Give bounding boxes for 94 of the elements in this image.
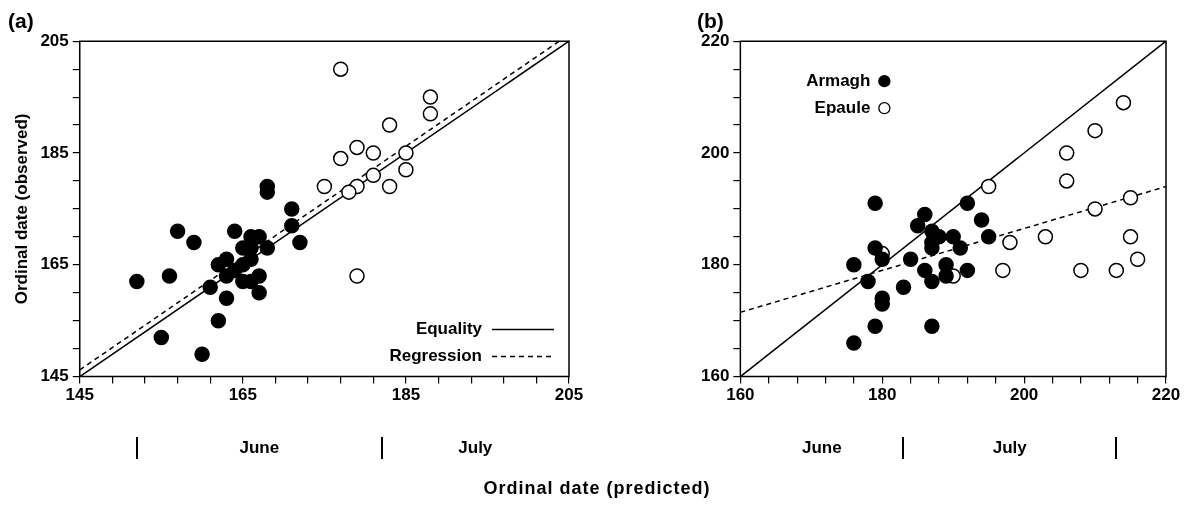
point bbox=[1073, 262, 1089, 279]
point bbox=[1122, 189, 1139, 206]
point bbox=[980, 178, 997, 195]
point bbox=[202, 279, 218, 295]
point bbox=[895, 279, 912, 295]
point bbox=[867, 318, 883, 335]
point bbox=[194, 346, 210, 362]
x-tick-label: 220 bbox=[1151, 385, 1181, 405]
point bbox=[422, 106, 439, 122]
y-tick-label: 180 bbox=[700, 254, 730, 274]
point bbox=[161, 268, 178, 284]
point bbox=[924, 273, 940, 290]
point bbox=[210, 312, 227, 329]
point bbox=[1122, 229, 1139, 245]
point bbox=[1115, 94, 1132, 111]
legend-label: Regression bbox=[389, 346, 482, 366]
point bbox=[867, 195, 883, 212]
text: July bbox=[992, 437, 1028, 457]
y-tick-label: 205 bbox=[40, 30, 69, 50]
point bbox=[1108, 262, 1125, 279]
point bbox=[243, 251, 259, 267]
chart-title: (a) bbox=[8, 9, 34, 33]
text: June bbox=[802, 437, 842, 457]
point bbox=[846, 335, 862, 351]
x-tick-label: 160 bbox=[726, 385, 755, 405]
y-tick-label: 165 bbox=[40, 254, 69, 274]
y-axis-title: Ordinal date (observed) bbox=[11, 113, 31, 305]
point bbox=[251, 285, 267, 301]
point bbox=[1058, 145, 1075, 161]
chart-title: (b) bbox=[697, 9, 724, 33]
x-axis-title: Ordinal date (predicted) bbox=[482, 478, 712, 499]
point bbox=[867, 240, 883, 256]
point bbox=[284, 217, 300, 234]
point bbox=[251, 268, 267, 284]
point bbox=[341, 184, 357, 200]
point bbox=[332, 150, 349, 167]
x-tick-label: 180 bbox=[868, 385, 897, 405]
legend-label: Epaule bbox=[814, 97, 871, 117]
point bbox=[874, 251, 890, 267]
point bbox=[316, 178, 333, 195]
point bbox=[980, 229, 997, 245]
point bbox=[349, 139, 365, 156]
point bbox=[995, 262, 1011, 279]
point bbox=[917, 262, 933, 279]
point bbox=[398, 145, 414, 161]
legend-label: Armagh bbox=[806, 70, 871, 90]
x-tick-label: 185 bbox=[391, 385, 421, 405]
point bbox=[1037, 229, 1054, 245]
point bbox=[129, 273, 145, 290]
y-tick-label: 200 bbox=[700, 142, 730, 162]
point bbox=[938, 268, 954, 284]
text: June bbox=[239, 437, 280, 457]
point bbox=[846, 257, 862, 273]
point bbox=[332, 61, 349, 77]
point bbox=[1002, 234, 1018, 251]
point bbox=[365, 145, 382, 161]
point bbox=[153, 329, 170, 346]
point bbox=[945, 229, 961, 245]
point bbox=[959, 262, 976, 279]
point bbox=[381, 178, 398, 195]
point bbox=[909, 217, 926, 234]
point bbox=[1129, 251, 1146, 267]
y-tick-label: 185 bbox=[40, 142, 69, 162]
point bbox=[292, 234, 308, 251]
point bbox=[902, 251, 919, 267]
legend-label: Equality bbox=[415, 319, 483, 339]
point bbox=[381, 117, 398, 133]
point bbox=[398, 162, 414, 178]
x-tick-label: 205 bbox=[554, 385, 584, 405]
text: July bbox=[458, 437, 493, 457]
x-tick-label: 165 bbox=[228, 385, 258, 405]
x-tick-label: 200 bbox=[1009, 385, 1039, 405]
point bbox=[952, 240, 969, 256]
point bbox=[422, 89, 439, 105]
point bbox=[218, 251, 235, 267]
point bbox=[973, 212, 990, 228]
point bbox=[1087, 122, 1103, 139]
point bbox=[1058, 173, 1075, 189]
point bbox=[349, 268, 365, 284]
point bbox=[169, 223, 186, 240]
point bbox=[924, 318, 940, 335]
point bbox=[959, 195, 976, 212]
point bbox=[226, 223, 243, 240]
point bbox=[1087, 201, 1103, 217]
point bbox=[860, 273, 876, 290]
point bbox=[917, 206, 933, 223]
point bbox=[218, 290, 235, 307]
point bbox=[284, 201, 300, 217]
point bbox=[186, 234, 202, 251]
point bbox=[259, 240, 276, 256]
point bbox=[365, 167, 382, 184]
y-tick-label: 160 bbox=[700, 366, 730, 386]
y-tick-label: 145 bbox=[40, 366, 69, 386]
x-tick-label: 145 bbox=[65, 385, 94, 405]
